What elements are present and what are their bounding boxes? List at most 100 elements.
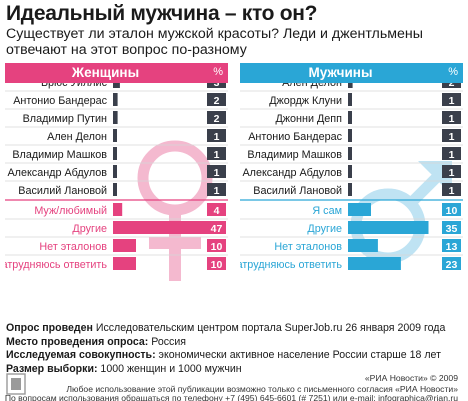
men-bar bbox=[348, 203, 371, 216]
men-value-box bbox=[442, 129, 461, 142]
women-category-label: Ален Делон bbox=[47, 131, 107, 143]
men-value-label: 35 bbox=[446, 223, 458, 235]
men-bar bbox=[348, 183, 352, 196]
women-percent-label: % bbox=[213, 66, 223, 78]
women-category-label: Василий Лановой bbox=[18, 185, 107, 197]
women-bar bbox=[113, 203, 123, 216]
women-bar-chart: Бред Питт11Джордж Клуни4Джонни Депп3Брюс… bbox=[5, 63, 228, 271]
women-value-label: 10 bbox=[211, 241, 223, 253]
women-category-label: Другие bbox=[72, 223, 107, 235]
survey-line-conducted: Опрос проведен Исследовательским центром… bbox=[6, 322, 446, 334]
women-bar bbox=[113, 239, 136, 252]
women-category-label: Затрудняюсь ответить bbox=[5, 259, 107, 271]
men-bar-chart: Бред Питт7Брюс Уиллис2Владимир Путин2Але… bbox=[240, 63, 463, 271]
men-value-label: 23 bbox=[446, 259, 458, 271]
men-panel: Бред Питт7Брюс Уиллис2Владимир Путин2Але… bbox=[240, 63, 463, 321]
women-bar bbox=[113, 221, 222, 234]
women-value-label: 1 bbox=[214, 149, 220, 161]
men-value-box bbox=[442, 239, 461, 252]
men-category-label: Другие bbox=[307, 223, 342, 235]
men-bar bbox=[348, 111, 352, 124]
men-value-label: 1 bbox=[449, 185, 455, 197]
survey-info: Опрос проведен Исследовательским центром… bbox=[6, 322, 445, 376]
men-category-label: Василий Лановой bbox=[253, 185, 342, 197]
men-category-label: Я сам bbox=[312, 205, 342, 217]
women-bar bbox=[113, 183, 117, 196]
women-category-label: Александр Абдулов bbox=[7, 167, 107, 179]
women-value-box bbox=[207, 239, 226, 252]
women-value-box bbox=[207, 147, 226, 160]
women-category-label: Владимир Путин bbox=[23, 113, 107, 125]
men-value-box bbox=[442, 93, 461, 106]
ria-logo-icon bbox=[6, 373, 26, 395]
women-value-label: 47 bbox=[211, 223, 223, 235]
women-category-label: Антонио Бандерас bbox=[13, 95, 107, 107]
men-percent-label: % bbox=[448, 66, 458, 78]
men-bar bbox=[348, 147, 352, 160]
men-value-label: 1 bbox=[449, 131, 455, 143]
women-bar bbox=[113, 147, 117, 160]
men-value-box bbox=[442, 257, 461, 270]
women-category-label: Нет эталонов bbox=[39, 241, 107, 253]
men-value-label: 10 bbox=[446, 205, 458, 217]
survey-line-population: Исследуемая совокупность: экономически а… bbox=[6, 349, 441, 361]
men-value-label: 1 bbox=[449, 113, 455, 125]
women-value-box bbox=[207, 257, 226, 270]
men-value-box bbox=[442, 147, 461, 160]
men-value-box bbox=[442, 165, 461, 178]
page-title: Идеальный мужчина – кто он? bbox=[6, 2, 318, 25]
men-value-box bbox=[442, 203, 461, 216]
women-value-box bbox=[207, 93, 226, 106]
men-value-label: 1 bbox=[449, 95, 455, 107]
women-value-box bbox=[207, 203, 226, 216]
women-value-label: 1 bbox=[214, 185, 220, 197]
women-value-box bbox=[207, 165, 226, 178]
men-bar bbox=[348, 239, 378, 252]
men-category-label: Затрудняюсь ответить bbox=[240, 259, 342, 271]
men-bar bbox=[348, 93, 352, 106]
women-bar bbox=[113, 93, 118, 106]
men-bar bbox=[348, 165, 352, 178]
women-title: Женщины bbox=[71, 65, 140, 80]
women-value-box bbox=[207, 221, 226, 234]
men-category-label: Александр Абдулов bbox=[242, 167, 342, 179]
men-header: Мужчины % bbox=[240, 63, 463, 83]
men-value-label: 13 bbox=[446, 241, 458, 253]
women-value-label: 2 bbox=[214, 95, 220, 107]
men-value-label: 2 bbox=[449, 77, 455, 89]
copyright: «РИА Новости» © 2009 bbox=[364, 373, 458, 383]
women-bar bbox=[113, 129, 117, 142]
women-value-label: 4 bbox=[214, 205, 220, 217]
women-value-box bbox=[207, 111, 226, 124]
men-value-box bbox=[442, 111, 461, 124]
women-panel: Бред Питт11Джордж Клуни4Джонни Депп3Брюс… bbox=[5, 63, 228, 321]
men-category-label: Джордж Клуни bbox=[269, 95, 342, 107]
men-category-label: Антонио Бандерас bbox=[248, 131, 342, 143]
men-bar bbox=[348, 257, 401, 270]
women-value-label: 3 bbox=[214, 77, 220, 89]
survey-line-sample: Размер выборки: 1000 женщин и 1000 мужчи… bbox=[6, 362, 242, 375]
page-subtitle: Существует ли эталон мужской красоты? Ле… bbox=[6, 26, 423, 58]
women-value-label: 1 bbox=[214, 167, 220, 179]
women-bar bbox=[113, 165, 117, 178]
women-bar bbox=[113, 111, 118, 124]
men-value-label: 1 bbox=[449, 149, 455, 161]
usage-notice: Любое использование этой публикации возм… bbox=[66, 384, 458, 394]
survey-line-location: Место проведения опроса: Россия bbox=[6, 335, 186, 348]
women-category-label: Владимир Машков bbox=[12, 149, 107, 161]
women-bar bbox=[113, 257, 136, 270]
women-value-label: 10 bbox=[211, 259, 223, 271]
men-value-label: 1 bbox=[449, 167, 455, 179]
men-title: Мужчины bbox=[308, 65, 373, 80]
men-category-label: Джонни Депп bbox=[275, 113, 342, 125]
men-bar bbox=[348, 221, 429, 234]
men-category-label: Владимир Машков bbox=[247, 149, 342, 161]
men-bar bbox=[348, 129, 352, 142]
men-value-box bbox=[442, 221, 461, 234]
women-value-label: 1 bbox=[214, 131, 220, 143]
men-value-box bbox=[442, 183, 461, 196]
contact-notice: По вопросам использования обращаться по … bbox=[4, 393, 458, 401]
men-category-label: Нет эталонов bbox=[274, 241, 342, 253]
women-value-box bbox=[207, 183, 226, 196]
women-value-label: 2 bbox=[214, 113, 220, 125]
